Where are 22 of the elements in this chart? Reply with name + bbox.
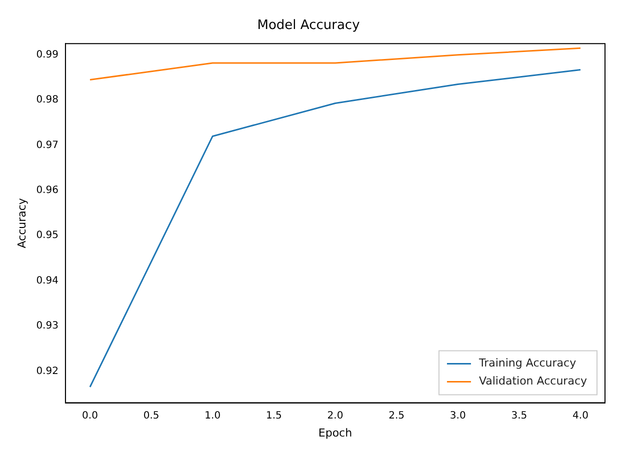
y-tick-label: 0.95 xyxy=(36,230,58,242)
legend-label: Training Accuracy xyxy=(478,356,577,370)
y-tick-label: 0.97 xyxy=(36,140,58,151)
x-tick-label: 2.0 xyxy=(327,410,344,422)
y-tick-label: 0.94 xyxy=(36,275,58,286)
y-tick-label: 0.92 xyxy=(36,366,58,377)
x-tick-label: 4.0 xyxy=(572,410,588,422)
y-tick-label: 0.96 xyxy=(36,185,58,196)
x-tick-label: 1.5 xyxy=(266,410,282,422)
y-tick-label: 0.98 xyxy=(36,94,58,106)
x-axis-title: Epoch xyxy=(318,426,352,440)
x-tick-label: 3.5 xyxy=(511,410,528,422)
x-tick-label: 2.5 xyxy=(388,410,404,422)
chart-title: Model Accuracy xyxy=(257,18,360,34)
x-tick-label: 0.0 xyxy=(82,410,98,422)
y-tick-label: 0.99 xyxy=(36,49,58,60)
x-tick-label: 1.0 xyxy=(204,410,221,422)
x-tick-label: 0.5 xyxy=(143,410,160,422)
x-tick-label: 3.0 xyxy=(450,410,466,422)
legend-label: Validation Accuracy xyxy=(478,374,588,388)
y-axis-title: Accuracy xyxy=(15,198,28,248)
y-tick-label: 0.93 xyxy=(36,320,58,332)
